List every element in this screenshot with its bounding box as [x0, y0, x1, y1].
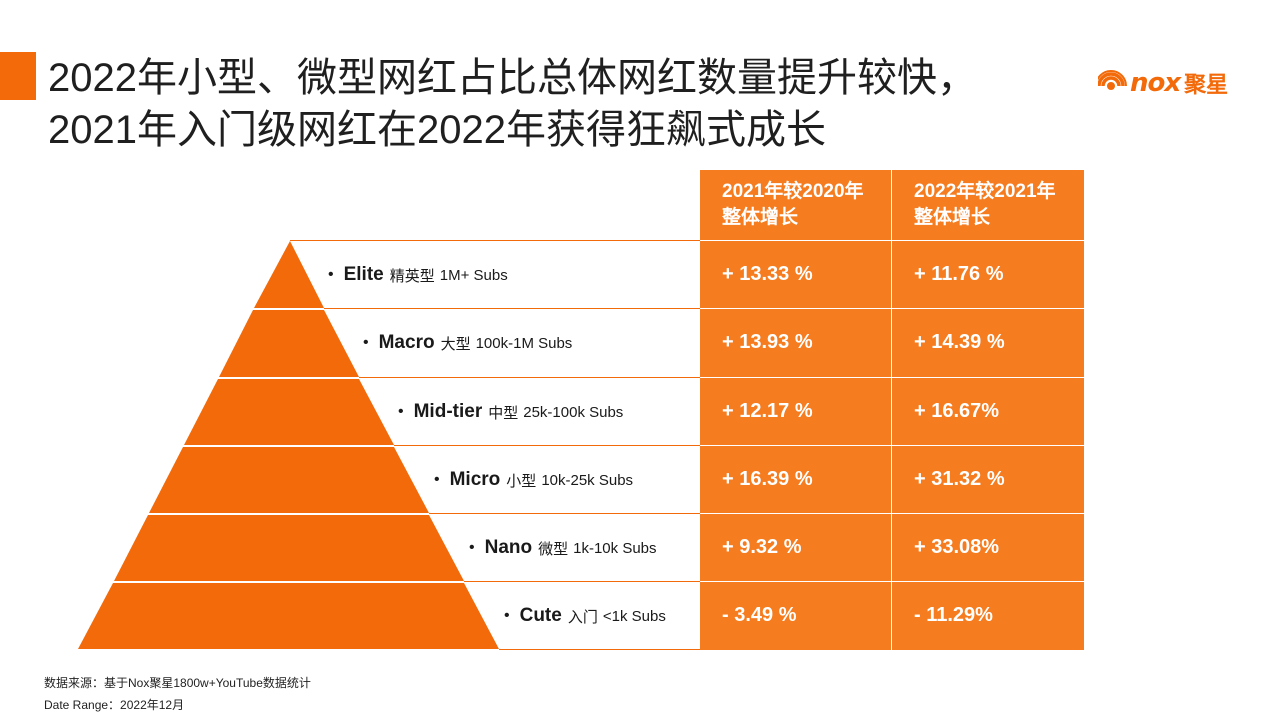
- bullet: •: [328, 266, 334, 283]
- tier-label-midtier: • Mid-tier 中型 25k-100k Subs: [398, 378, 623, 446]
- tier-label-elite: • Elite 精英型 1M+ Subs: [328, 241, 508, 309]
- tier-en: Elite: [343, 264, 384, 285]
- title-line-1: 2022年小型、微型网红占比总体网红数量提升较快，: [48, 56, 977, 100]
- row-divider: [359, 377, 700, 378]
- tier-en: Nano: [484, 537, 533, 558]
- pyramid-tier-nano: [114, 515, 464, 581]
- tier-en: Cute: [519, 605, 562, 626]
- table-row-divider: [700, 308, 1084, 309]
- table-cell-2021: + 12.17 %: [700, 377, 892, 445]
- tier-subs: 1k-10k Subs: [573, 539, 657, 557]
- header-2022-line2: 整体增长: [914, 207, 991, 228]
- pyramid-tier-elite: [254, 241, 324, 308]
- table-cell-2021: - 3.49 %: [700, 581, 892, 650]
- tier-cn: 大型: [440, 335, 471, 353]
- row-divider: [464, 581, 700, 582]
- header-2021-line1: 2021年较2020年: [722, 181, 864, 202]
- wifi-signal-icon: [1098, 70, 1127, 90]
- logo-cn: 聚星: [1184, 73, 1229, 98]
- table-header-2021: 2021年较2020年 整体增长: [700, 170, 892, 240]
- table-row-divider: [700, 240, 1084, 241]
- bullet: •: [469, 539, 475, 556]
- row-divider: [394, 445, 700, 446]
- row-divider: [499, 649, 700, 650]
- table-cell-2022: + 31.32 %: [892, 445, 1084, 513]
- bullet: •: [434, 471, 440, 488]
- table-row-divider: [700, 581, 1084, 582]
- table-cell-2021: + 9.32 %: [700, 513, 892, 581]
- title-accent-bar: [0, 52, 36, 100]
- tier-en: Mid-tier: [413, 401, 483, 422]
- tier-subs: 100k-1M Subs: [475, 334, 573, 352]
- table-row-divider: [700, 513, 1084, 514]
- tier-label-nano: • Nano 微型 1k-10k Subs: [469, 514, 657, 582]
- title-line-2: 2021年入门级网红在2022年获得狂飙式成长: [48, 108, 826, 152]
- table-cell-2022: + 16.67%: [892, 377, 1084, 445]
- header-2022-line1: 2022年较2021年: [914, 181, 1056, 202]
- date-range-note: Date Range：2022年12月: [44, 698, 185, 712]
- table-cell-2022: + 33.08%: [892, 513, 1084, 581]
- tier-cn: 中型: [488, 404, 519, 422]
- pyramid-tier-micro: [149, 447, 429, 513]
- table-cell-2022: - 11.29%: [892, 581, 1084, 650]
- tier-subs: 1M+ Subs: [439, 266, 508, 284]
- table-cell-2021: + 13.93 %: [700, 308, 892, 377]
- footer: 数据来源：基于Nox聚星1800w+YouTube数据统计 Date Range…: [44, 672, 311, 716]
- page-title: 2022年小型、微型网红占比总体网红数量提升较快， 2021年入门级网红在202…: [48, 52, 1048, 156]
- row-divider: [290, 240, 700, 241]
- row-divider: [429, 513, 700, 514]
- tier-cn: 微型: [538, 540, 569, 558]
- tier-label-cute: • Cute 入门 <1k Subs: [504, 582, 666, 650]
- tier-subs: <1k Subs: [602, 607, 666, 625]
- nox-logo: nox 聚星: [1098, 58, 1248, 108]
- table-cell-2021: + 16.39 %: [700, 445, 892, 513]
- tier-label-micro: • Micro 小型 10k-25k Subs: [434, 446, 633, 514]
- tier-en: Micro: [449, 469, 501, 490]
- tier-cn: 小型: [506, 472, 537, 490]
- bullet: •: [398, 403, 404, 420]
- logo-text: nox: [1130, 68, 1181, 98]
- tier-cn: 入门: [567, 608, 598, 626]
- tier-subs: 10k-25k Subs: [541, 471, 634, 489]
- table-col-divider: [891, 170, 892, 650]
- tier-label-macro: • Macro 大型 100k-1M Subs: [363, 309, 572, 377]
- tier-en: Macro: [378, 332, 435, 353]
- table-cell-2022: + 11.76 %: [892, 240, 1084, 308]
- tier-subs: 25k-100k Subs: [523, 403, 624, 421]
- bullet: •: [363, 334, 369, 351]
- pyramid-tier-macro: [219, 310, 359, 377]
- table-row-divider: [700, 445, 1084, 446]
- data-source-note: 数据来源：基于Nox聚星1800w+YouTube数据统计: [44, 676, 311, 690]
- table-header-2022: 2022年较2021年 整体增长: [892, 170, 1084, 240]
- header-2021-line2: 整体增长: [722, 207, 799, 228]
- pyramid-tier-cute: [78, 583, 499, 649]
- tier-cn: 精英型: [389, 267, 435, 285]
- pyramid-tier-midtier: [184, 379, 394, 445]
- table-cell-2021: + 13.33 %: [700, 240, 892, 308]
- table-row-divider: [700, 377, 1084, 378]
- table-cell-2022: + 14.39 %: [892, 308, 1084, 377]
- bullet: •: [504, 607, 510, 624]
- row-divider: [324, 308, 700, 309]
